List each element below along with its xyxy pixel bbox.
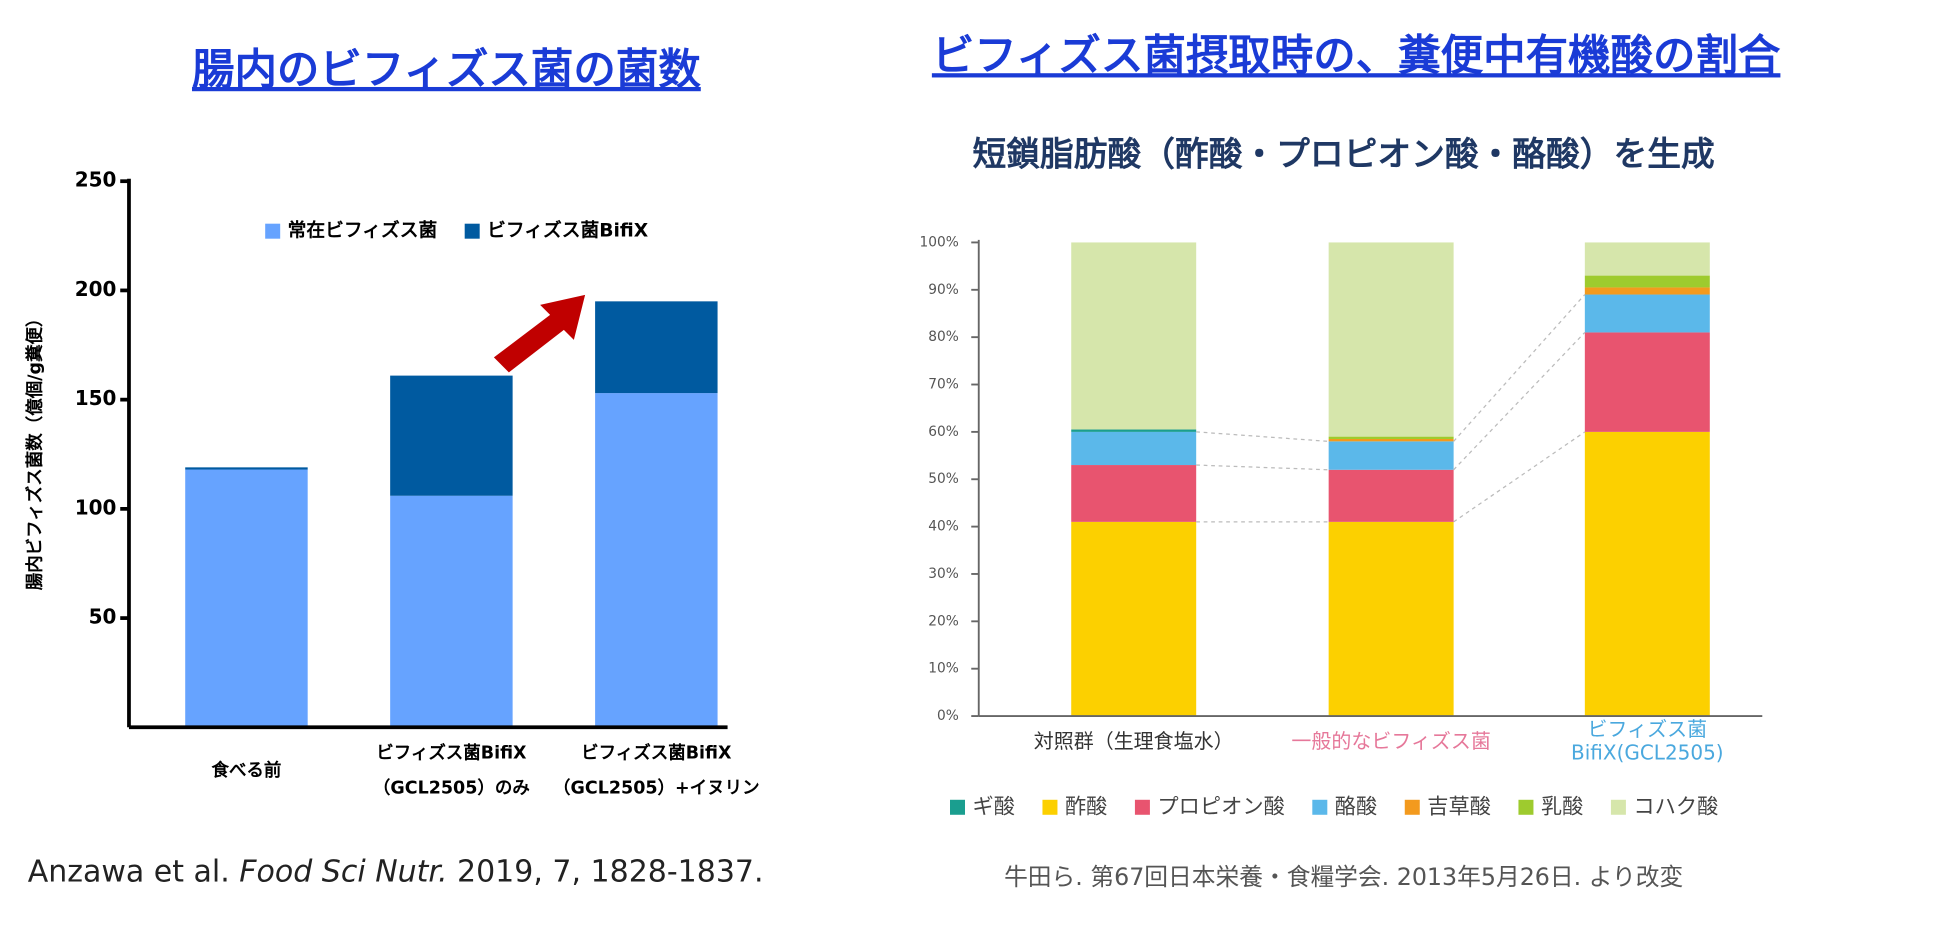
legend-swatch	[1404, 799, 1420, 815]
connector	[1453, 331, 1586, 471]
y-tick-label: 100	[75, 495, 117, 519]
legend-label: プロピオン酸	[1157, 794, 1284, 819]
x-tick-label: ビフィズス菌BifiX	[376, 743, 527, 764]
y-tick-label: 40%	[928, 519, 959, 535]
bar-segment	[185, 469, 308, 728]
bar-segment	[1584, 275, 1710, 288]
legend-swatch	[950, 799, 966, 815]
bar-segment	[1328, 469, 1454, 522]
legend-swatch	[1134, 799, 1150, 815]
bar-segment	[1328, 438, 1454, 442]
connector	[1453, 294, 1586, 442]
legend-label: 常在ビフィズス菌	[288, 220, 438, 242]
source-part: 2019, 7, 1828-1837.	[448, 854, 764, 889]
x-tick-label: BifiX(GCL2505)	[1571, 741, 1724, 765]
x-tick-label: ビフィズス菌	[1588, 717, 1708, 741]
bar-segment	[1071, 431, 1197, 466]
y-tick-label: 70%	[928, 377, 959, 393]
source-part: Food Sci Nutr.	[239, 854, 447, 889]
left-title: 腸内のビフィズス菌の菌数	[192, 46, 701, 95]
legend-swatch	[464, 223, 480, 239]
bar-segment	[1328, 436, 1454, 439]
bar-segment	[1071, 429, 1197, 432]
bar-segment	[1328, 521, 1454, 717]
y-tick-label: 50	[89, 605, 117, 629]
x-tick-label: （GCL2505）のみ	[373, 778, 530, 799]
right-subtitle: 短鎖脂肪酸（酢酸・プロピオン酸・酪酸）を生成	[973, 135, 1715, 174]
y-axis-label: 腸内ビフィズス菌数（億個/g糞便）	[24, 309, 45, 590]
y-tick-label: 80%	[928, 329, 959, 345]
bar-segment	[1071, 242, 1197, 430]
legend-swatch	[1610, 799, 1626, 815]
y-tick-label: 60%	[928, 424, 959, 440]
connector	[1453, 431, 1586, 523]
bar-segment	[1584, 242, 1710, 276]
arrow	[493, 294, 586, 373]
y-tick-label: 50%	[928, 471, 959, 487]
legend-label: 酪酸	[1335, 794, 1377, 819]
legend-swatch	[1312, 799, 1328, 815]
bar-segment	[1584, 294, 1710, 333]
legend-label: 酢酸	[1065, 794, 1107, 819]
left-source: Anzawa et al. Food Sci Nutr. 2019, 7, 18…	[28, 854, 764, 889]
bar-segment	[1328, 441, 1454, 470]
legend-label: コハク酸	[1633, 794, 1718, 819]
y-tick-label: 10%	[928, 661, 959, 677]
y-tick-label: 250	[75, 168, 117, 192]
legend-label: 吉草酸	[1427, 794, 1491, 819]
bar-segment	[1328, 242, 1454, 437]
bar-segment	[185, 467, 308, 470]
legend-swatch	[1518, 799, 1534, 815]
y-tick-label: 30%	[928, 566, 959, 582]
legend-label: 乳酸	[1541, 794, 1583, 819]
connector	[1196, 464, 1329, 471]
y-tick-label: 100%	[919, 234, 958, 250]
bar-segment	[595, 393, 718, 728]
bar-segment	[1071, 521, 1197, 717]
x-tick-label: 対照群（生理食塩水）	[1034, 729, 1234, 753]
x-tick-label: （GCL2505）+イヌリン	[553, 778, 760, 799]
bar-segment	[1071, 465, 1197, 522]
legend-swatch	[1042, 799, 1058, 815]
source-part: Anzawa et al.	[28, 854, 240, 889]
y-tick-label: 150	[75, 386, 117, 410]
y-tick-label: 90%	[928, 282, 959, 298]
y-tick-label: 200	[75, 277, 117, 301]
y-tick-label: 0%	[937, 708, 959, 724]
x-tick-label: 食べる前	[211, 760, 281, 781]
bar-segment	[595, 301, 718, 394]
y-tick-label: 20%	[928, 613, 959, 629]
bar-segment	[390, 495, 513, 728]
legend-label: ビフィズス菌BifiX	[487, 220, 649, 242]
bar-segment	[390, 375, 513, 496]
connector	[1196, 431, 1329, 442]
bar-segment	[1584, 431, 1710, 717]
legend-label: ギ酸	[973, 794, 1015, 819]
x-tick-label: ビフィズス菌BifiX	[581, 743, 732, 764]
right-source: 牛田ら. 第67回日本栄養・食糧学会. 2013年5月26日. より改変	[1004, 863, 1683, 891]
right-title: ビフィズス菌摂取時の、糞便中有機酸の割合	[932, 32, 1781, 81]
legend-swatch	[265, 223, 281, 239]
bar-segment	[1584, 287, 1710, 295]
bar-segment	[1584, 332, 1710, 432]
x-tick-label: 一般的なビフィズス菌	[1291, 729, 1490, 753]
